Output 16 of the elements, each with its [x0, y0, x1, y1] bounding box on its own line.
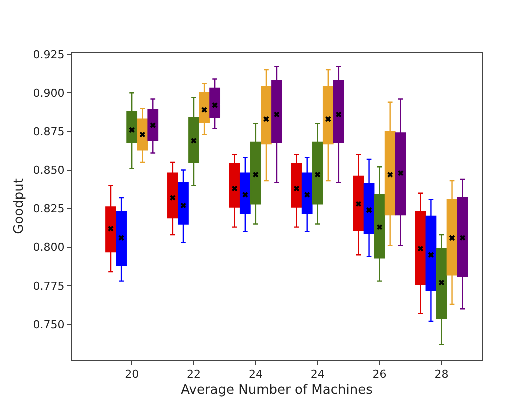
- y-tick-label: 0.925: [33, 48, 65, 62]
- y-axis-title: Goodput: [12, 178, 28, 234]
- y-tick-label: 0.750: [33, 318, 65, 332]
- x-tick-label: 24: [248, 368, 263, 382]
- y-tick-label: 0.800: [33, 241, 65, 254]
- x-tick-label: 20: [125, 368, 140, 382]
- x-tick-label: 22: [187, 368, 202, 382]
- x-tick-label: 28: [434, 368, 449, 382]
- y-tick-label: 0.900: [33, 86, 65, 100]
- x-tick-label: 26: [372, 368, 387, 382]
- x-tick-label: 24: [310, 368, 325, 382]
- y-tick-label: 0.875: [33, 126, 65, 139]
- y-tick-label: 0.775: [33, 280, 65, 293]
- y-tick-label: 0.825: [33, 202, 65, 216]
- x-axis-title: Average Number of Machines: [181, 382, 374, 398]
- y-tick-label: 0.850: [33, 164, 65, 178]
